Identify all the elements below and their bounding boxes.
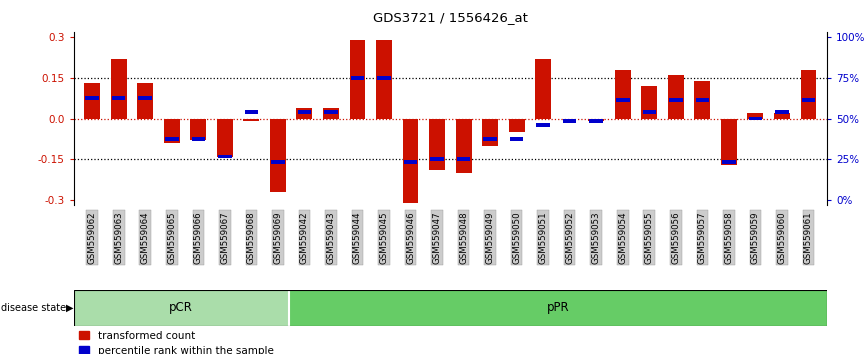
Bar: [191, 137, 205, 141]
Bar: [615, 70, 630, 119]
Text: pPR: pPR: [546, 302, 569, 314]
Bar: [270, 119, 286, 192]
Text: pCR: pCR: [170, 302, 193, 314]
Bar: [643, 110, 656, 114]
Bar: [429, 119, 445, 170]
Bar: [378, 76, 391, 80]
Bar: [483, 137, 497, 141]
Bar: [457, 157, 470, 161]
Bar: [456, 119, 472, 173]
Bar: [218, 155, 231, 159]
Bar: [350, 40, 365, 119]
Bar: [588, 119, 604, 121]
Bar: [616, 98, 630, 102]
Bar: [721, 119, 737, 165]
Bar: [510, 137, 523, 141]
Bar: [324, 110, 338, 114]
Bar: [774, 113, 790, 119]
Bar: [802, 98, 815, 102]
Bar: [289, 290, 827, 326]
Bar: [563, 119, 577, 123]
Text: disease state: disease state: [1, 303, 66, 313]
Bar: [323, 108, 339, 119]
Bar: [296, 108, 313, 119]
Bar: [668, 75, 684, 119]
Bar: [139, 96, 152, 100]
Bar: [482, 119, 498, 146]
Bar: [590, 119, 603, 123]
Bar: [748, 117, 762, 120]
Bar: [430, 157, 443, 161]
Bar: [216, 119, 233, 156]
Bar: [298, 110, 311, 114]
Bar: [243, 119, 259, 121]
Bar: [271, 160, 285, 164]
Bar: [376, 40, 392, 119]
Bar: [244, 110, 258, 114]
Bar: [164, 119, 180, 143]
Bar: [669, 98, 682, 102]
Bar: [695, 98, 709, 102]
Text: GDS3721 / 1556426_at: GDS3721 / 1556426_at: [373, 11, 527, 24]
Bar: [404, 160, 417, 164]
Bar: [747, 113, 763, 119]
Bar: [84, 83, 100, 119]
Bar: [536, 124, 550, 127]
Bar: [112, 96, 126, 100]
Bar: [508, 119, 525, 132]
Bar: [165, 137, 178, 141]
Bar: [535, 59, 551, 119]
Bar: [695, 81, 710, 119]
Bar: [403, 119, 418, 202]
Bar: [111, 59, 126, 119]
Bar: [722, 160, 735, 164]
Bar: [351, 76, 365, 80]
Bar: [191, 119, 206, 140]
Legend: transformed count, percentile rank within the sample: transformed count, percentile rank withi…: [79, 331, 274, 354]
Bar: [74, 290, 289, 326]
Bar: [775, 110, 789, 114]
Bar: [642, 86, 657, 119]
Bar: [138, 83, 153, 119]
Bar: [800, 70, 817, 119]
Text: ▶: ▶: [66, 303, 74, 313]
Bar: [86, 96, 99, 100]
